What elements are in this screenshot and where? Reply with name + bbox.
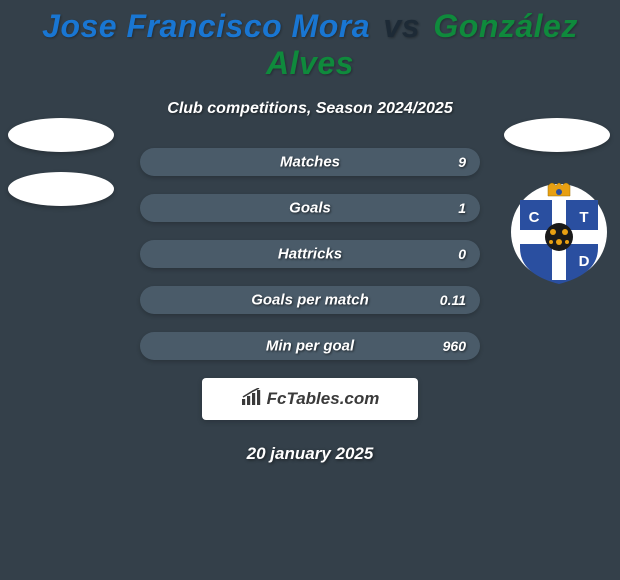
vs-separator: vs: [383, 8, 420, 44]
club-logo-placeholder: [504, 118, 610, 152]
stat-row: Goals 1: [140, 194, 480, 222]
stat-row: Matches 9: [140, 148, 480, 176]
stat-value: 0.11: [440, 292, 466, 308]
stat-value: 1: [458, 200, 466, 216]
stat-label: Min per goal: [266, 338, 354, 355]
stat-row: Hattricks 0: [140, 240, 480, 268]
stat-value: 0: [458, 246, 466, 262]
svg-text:C: C: [529, 209, 540, 226]
left-player-logos: [8, 118, 114, 226]
club-crest: C T D: [508, 178, 610, 292]
source-text: FcTables.com: [267, 389, 380, 409]
stat-label: Goals per match: [251, 292, 369, 309]
snapshot-date: 20 january 2025: [0, 444, 620, 464]
right-player-logos: [504, 118, 610, 172]
stat-label: Goals: [289, 200, 331, 217]
club-logo-placeholder: [8, 172, 114, 206]
stat-row: Goals per match 0.11: [140, 286, 480, 314]
shield-icon: C T D: [508, 178, 610, 292]
club-logo-placeholder: [8, 118, 114, 152]
page-title: Jose Francisco Mora vs González Alves: [0, 0, 620, 82]
svg-text:T: T: [579, 209, 588, 226]
stat-value: 9: [458, 154, 466, 170]
stat-row: Min per goal 960: [140, 332, 480, 360]
stat-value: 960: [443, 338, 466, 354]
source-label: FcTables.com: [241, 388, 380, 411]
stat-label: Matches: [280, 154, 340, 171]
stats-table: Matches 9 Goals 1 Hattricks 0 Goals per …: [140, 148, 480, 360]
stat-label: Hattricks: [278, 246, 342, 263]
comparison-infographic: Jose Francisco Mora vs González Alves Cl…: [0, 0, 620, 580]
svg-text:D: D: [579, 253, 590, 270]
subtitle: Club competitions, Season 2024/2025: [0, 100, 620, 118]
source-badge: FcTables.com: [202, 378, 418, 420]
player1-name: Jose Francisco Mora: [42, 8, 370, 44]
bar-chart-icon: [241, 388, 263, 411]
